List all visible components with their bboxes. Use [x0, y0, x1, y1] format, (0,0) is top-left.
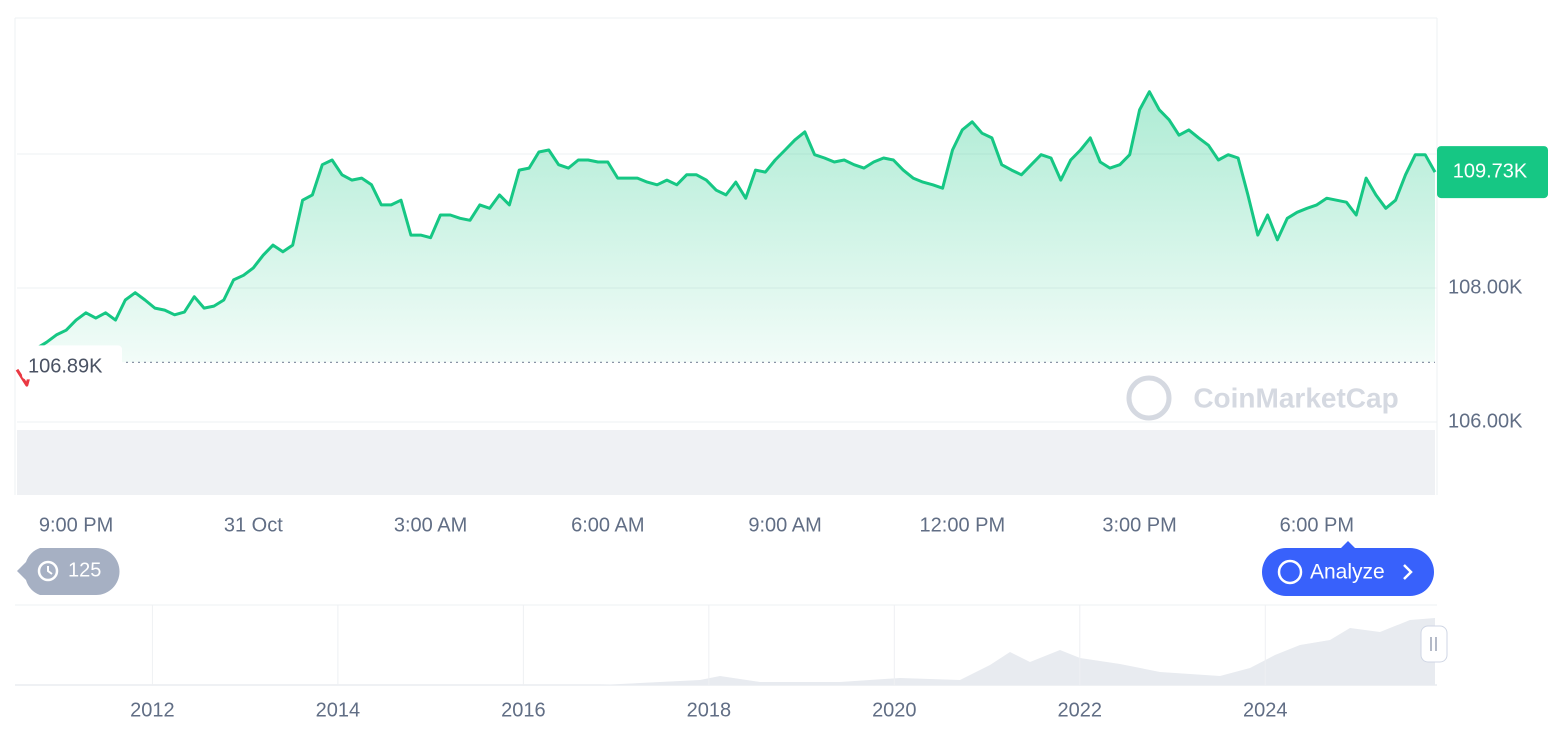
button-bg — [1262, 541, 1434, 596]
x-tick-label: 12:00 PM — [920, 514, 1006, 536]
badge-icon — [37, 560, 59, 582]
nav-tick-label: 2012 — [130, 699, 175, 721]
y-tick-label: 106.00K — [1448, 410, 1523, 432]
current-price-bg — [1437, 146, 1548, 199]
x-tick-label: 9:00 AM — [748, 514, 821, 536]
baseline-label-bg — [22, 345, 122, 380]
x-tick-label: 6:00 AM — [571, 514, 644, 536]
nav-handle[interactable] — [1420, 625, 1448, 663]
watermark: CoinMarketCap — [1193, 382, 1398, 413]
current-price-label: 109.73K — [1453, 160, 1528, 182]
badge-text: 125 — [68, 559, 101, 581]
button-icon — [1277, 559, 1303, 585]
plot: 106.89K 109.73K — [15, 90, 1548, 387]
x-tick-label: 6:00 PM — [1280, 514, 1354, 536]
navigator: 2012 2014 2016 2018 2020 2022 2024 — [130, 605, 1288, 721]
nav-tick-label: 2020 — [872, 699, 917, 721]
x-tick-label: 3:00 PM — [1102, 514, 1176, 536]
x-tick-label: 9:00 PM — [39, 514, 113, 536]
nav-tick-label: 2018 — [687, 699, 732, 721]
watermark-logo — [1126, 375, 1172, 421]
baseline-label: 106.89K — [28, 356, 103, 378]
badge-bg — [17, 548, 120, 595]
badge-icon — [47, 566, 53, 575]
button-chevron — [1403, 564, 1413, 580]
x-tick-label: 31 Oct — [224, 514, 283, 536]
volume-band — [17, 430, 1435, 495]
y-tick-label: 108.00K — [1448, 276, 1523, 298]
nav-tick-label: 2016 — [501, 699, 546, 721]
analyze-button[interactable]: Analyze — [1262, 541, 1434, 596]
nav-area — [17, 618, 1435, 685]
nav-tick-label: 2024 — [1243, 699, 1288, 721]
history-badge[interactable]: 125 — [17, 548, 120, 595]
button-text: Analyze — [1310, 561, 1385, 584]
nav-tick-label: 2022 — [1058, 699, 1103, 721]
price-area — [17, 91, 1435, 363]
x-tick-label: 3:00 AM — [394, 514, 467, 536]
price-line — [31, 90, 1437, 363]
nav-tick-label: 2014 — [316, 699, 361, 721]
